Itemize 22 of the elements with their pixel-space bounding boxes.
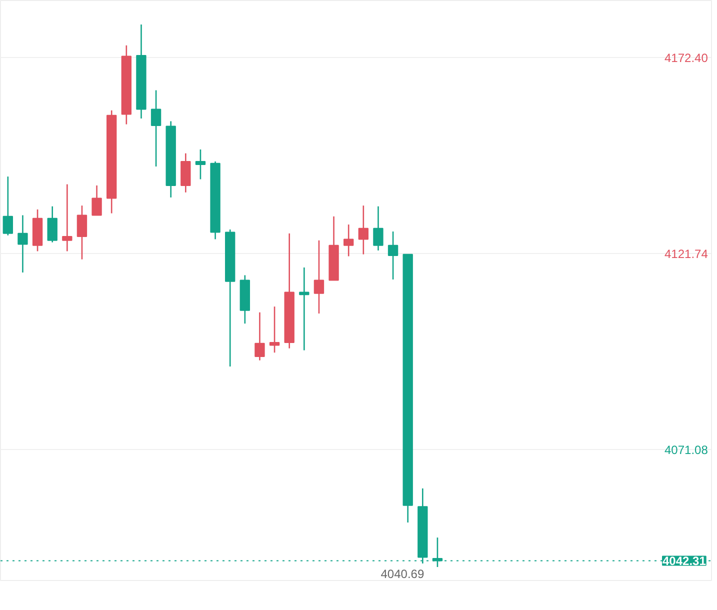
candlestick	[269, 306, 280, 354]
candlestick	[2, 176, 13, 236]
candlestick	[62, 184, 72, 252]
candlestick	[254, 312, 265, 361]
candlestick	[314, 240, 324, 314]
candlestick	[373, 206, 384, 252]
candlestick	[195, 148, 206, 180]
y-tick-label: 4172.40	[664, 50, 708, 65]
y-tick-label: 4071.08	[664, 442, 708, 457]
candlestick	[18, 214, 28, 274]
candlestick	[150, 90, 162, 168]
candlestick	[344, 224, 354, 257]
candlestick	[388, 230, 398, 280]
candlestick	[358, 204, 368, 255]
candlestick	[92, 184, 102, 216]
candlestick	[76, 204, 88, 260]
ref-line-label: 4042.31	[662, 554, 706, 568]
candlestick	[180, 152, 191, 194]
annotation: 4040.69	[380, 566, 424, 581]
candlestick	[299, 266, 310, 351]
y-tick-label: 4121.74	[664, 246, 708, 261]
candlestick	[47, 206, 58, 243]
